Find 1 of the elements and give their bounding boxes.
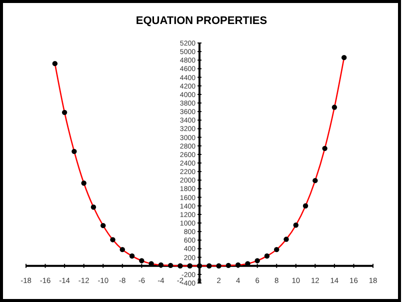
chart-title: EQUATION PROPERTIES (136, 15, 268, 27)
